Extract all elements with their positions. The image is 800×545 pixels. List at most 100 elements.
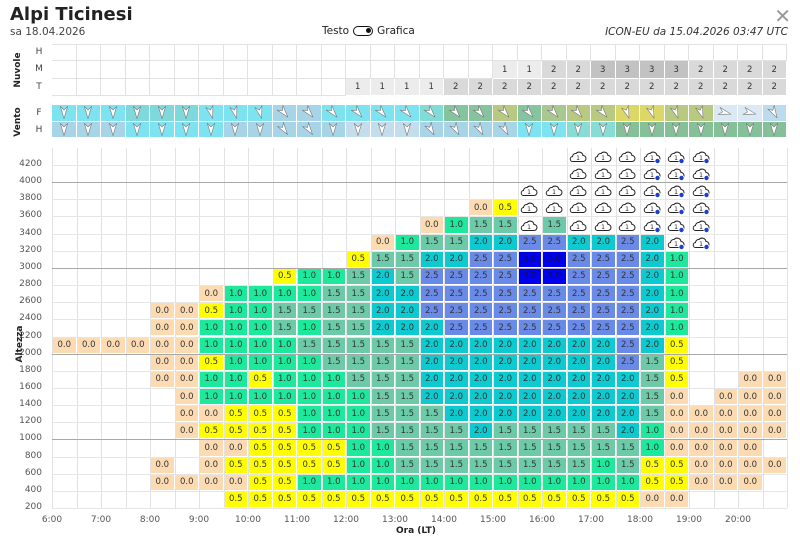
svg-text:1: 1: [650, 189, 654, 196]
value-cell: 2.0: [518, 388, 541, 405]
value-cell: 1.5: [322, 286, 345, 302]
value-cell: 1.5: [518, 457, 541, 473]
forecast-date: sa 18.04.2026: [10, 26, 86, 38]
cloud-cell: 1: [616, 216, 641, 233]
value-cell: 1.5: [543, 217, 566, 233]
value-cell: 2.5: [518, 234, 541, 250]
value-cell: 1.0: [249, 354, 272, 370]
grid-line-vertical: [615, 147, 617, 508]
wind-row-label: F: [36, 108, 42, 118]
wind-arrow-icon: [229, 105, 238, 120]
cloud-cover-cell: [248, 78, 273, 97]
value-cell: 0.0: [739, 406, 762, 422]
grid-line-vertical: [493, 147, 494, 508]
value-cell: 0.0: [175, 474, 198, 490]
value-cell: 1.5: [371, 251, 394, 267]
svg-text:1: 1: [699, 206, 703, 213]
cloud-rain-icon: 1: [643, 220, 661, 233]
value-cell: 0.0: [175, 406, 198, 422]
value-cell: 2.5: [420, 303, 443, 319]
value-cell: 2.0: [494, 337, 517, 353]
rain-cloud-cell: 1: [665, 199, 690, 216]
value-cell: 1.5: [494, 440, 517, 456]
value-cell: 0.0: [175, 371, 198, 387]
wind-arrow-icon: [669, 104, 679, 120]
value-cell: 2.5: [592, 286, 615, 302]
y-tick-label: 400: [24, 484, 42, 495]
value-cell: 2.0: [543, 406, 566, 422]
cloud-rain-icon: 1: [643, 202, 661, 216]
cloud-icon: 1: [570, 151, 587, 162]
cloud-icon: 1: [594, 168, 612, 180]
value-cell: 0.5: [224, 491, 247, 507]
wind-arrow-icon: [108, 106, 117, 120]
rain-cloud-cell: 1: [640, 199, 665, 216]
cloud-cover-cell: [346, 44, 371, 62]
value-cell: 1.0: [665, 286, 688, 302]
value-cell: 2.5: [494, 268, 517, 285]
svg-text:1: 1: [699, 224, 703, 231]
value-cell: 2.0: [592, 406, 615, 422]
value-cell: 1.5: [616, 440, 639, 456]
cloud-cover-cell: [272, 44, 297, 62]
grid-line-vertical: [713, 147, 715, 508]
cloud-rain-icon: 1: [692, 151, 710, 164]
cloud-cell: 1: [591, 199, 616, 216]
value-cell: 2.0: [469, 354, 492, 370]
value-cell: 0.0: [665, 423, 688, 439]
rain-cloud-cell: 1: [640, 182, 665, 199]
cloud-icon: 1: [594, 202, 612, 214]
wind-cell: [76, 121, 101, 138]
close-icon[interactable]: ✕: [774, 4, 791, 28]
wind-cell: [125, 121, 150, 138]
wind-cell: [150, 121, 175, 138]
value-cell: 2.5: [469, 251, 492, 267]
value-cell: 1.5: [543, 440, 566, 456]
value-cell: 1.0: [224, 388, 247, 405]
value-cell: 0.0: [469, 200, 492, 216]
wind-arrow-icon: [84, 122, 93, 136]
value-cell: 0.0: [175, 320, 198, 336]
value-cell: 2.0: [445, 251, 468, 267]
value-cell: 0.5: [592, 491, 615, 507]
svg-text:1: 1: [699, 189, 703, 196]
rain-cloud-cell: 1: [665, 182, 690, 199]
value-cell: 2.0: [494, 406, 517, 422]
wind-arrow-icon: [717, 106, 733, 116]
grid-line-vertical: [664, 147, 666, 508]
value-cell: 2.0: [445, 371, 468, 387]
cloud-cover-cell: [174, 44, 199, 62]
grid-line-vertical: [689, 147, 690, 508]
svg-text:1: 1: [674, 206, 678, 213]
value-cell: 0.5: [249, 423, 272, 439]
cloud-cell: 1: [591, 182, 616, 199]
cloud-cover-cell: [444, 44, 469, 62]
wind-arrow-icon: [694, 104, 704, 120]
cloud-cover-cell: [125, 44, 150, 62]
wind-arrow-icon: [301, 121, 313, 136]
cloud-rain-icon: 1: [643, 168, 661, 182]
value-cell: 0.5: [543, 491, 566, 507]
value-cell: 0.5: [322, 457, 345, 473]
value-cell: 1.0: [518, 474, 541, 490]
view-toggle[interactable]: Testo Grafica: [322, 25, 415, 37]
value-cell: 0.5: [665, 354, 688, 370]
toggle-label-graphic[interactable]: Grafica: [377, 25, 415, 37]
cloud-cover-cell: [174, 78, 199, 97]
cloud-cover-cell: [248, 44, 273, 62]
value-cell: 2.5: [445, 303, 468, 319]
cloud-cover-cell: [664, 44, 689, 62]
toggle-switch[interactable]: [353, 26, 374, 36]
clouds-row-label: H: [35, 47, 43, 57]
x-tick-label: 10:00: [235, 515, 261, 525]
grid-line-vertical: [444, 147, 445, 508]
cloud-cover-cell: [762, 44, 787, 62]
cloud-cell: 1: [542, 199, 567, 216]
toggle-label-text[interactable]: Testo: [322, 25, 350, 37]
svg-text:1: 1: [674, 189, 678, 196]
value-cell: 2.5: [567, 303, 590, 319]
cloud-cover-cell: [76, 61, 101, 79]
y-tick-label: 600: [24, 467, 42, 478]
wind-arrow-icon: [570, 104, 583, 119]
value-cell: 0.5: [396, 491, 419, 507]
